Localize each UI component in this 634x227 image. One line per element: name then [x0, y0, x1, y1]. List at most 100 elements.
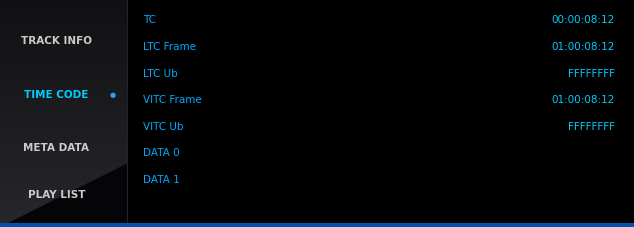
Bar	[0, 156, 128, 159]
Text: 01:00:08:12: 01:00:08:12	[552, 42, 615, 52]
Bar	[0, 150, 128, 153]
Bar	[0, 193, 128, 196]
Bar	[127, 0, 128, 223]
Bar	[0, 159, 128, 162]
Bar	[0, 128, 128, 131]
Polygon shape	[0, 163, 128, 227]
Bar	[0, 199, 128, 202]
Bar	[0, 125, 128, 128]
Bar	[0, 59, 128, 62]
Bar	[0, 74, 128, 77]
Text: PLAY LIST: PLAY LIST	[27, 190, 85, 200]
Text: TRACK INFO: TRACK INFO	[21, 36, 92, 46]
Text: LTC Frame: LTC Frame	[143, 42, 196, 52]
Bar	[0, 37, 128, 40]
Bar	[0, 114, 128, 116]
Bar	[0, 182, 128, 184]
Bar	[0, 42, 128, 45]
Bar	[0, 94, 128, 96]
Text: LTC Ub: LTC Ub	[143, 69, 178, 79]
Bar	[0, 71, 128, 74]
Bar	[0, 133, 128, 136]
Bar	[0, 142, 128, 145]
Bar	[0, 45, 128, 48]
Text: FFFFFFFF: FFFFFFFF	[568, 69, 615, 79]
Bar	[0, 0, 128, 3]
Bar	[0, 223, 634, 227]
Bar	[0, 167, 128, 170]
Bar	[0, 136, 128, 139]
Bar	[0, 116, 128, 119]
Bar	[0, 23, 128, 26]
Bar	[0, 77, 128, 79]
Bar	[0, 179, 128, 182]
Bar	[0, 187, 128, 190]
Bar	[0, 51, 128, 54]
Bar	[0, 202, 128, 204]
Bar	[0, 34, 128, 37]
Text: VITC Frame: VITC Frame	[143, 95, 202, 105]
Bar	[0, 57, 128, 59]
Bar	[0, 221, 128, 224]
Text: 00:00:08:12: 00:00:08:12	[552, 15, 615, 25]
Bar	[0, 99, 128, 102]
Bar	[0, 26, 128, 28]
Bar	[0, 20, 128, 23]
Bar	[0, 102, 128, 105]
Text: 01:00:08:12: 01:00:08:12	[552, 95, 615, 105]
Bar	[0, 85, 128, 88]
Text: VITC Ub: VITC Ub	[143, 122, 183, 132]
Bar	[0, 224, 128, 227]
Bar	[0, 207, 128, 210]
Bar	[0, 122, 128, 125]
Bar	[0, 62, 128, 65]
Bar	[0, 204, 128, 207]
Bar	[0, 65, 128, 68]
Bar	[0, 165, 128, 167]
Bar	[0, 40, 128, 42]
Bar	[0, 82, 128, 85]
Bar	[0, 48, 128, 51]
Text: TC: TC	[143, 15, 156, 25]
Bar	[0, 173, 128, 176]
Bar	[0, 153, 128, 156]
Bar	[0, 79, 128, 82]
Bar	[0, 111, 128, 114]
Bar	[0, 68, 128, 71]
Bar	[0, 213, 128, 216]
Bar	[0, 145, 128, 148]
Bar	[0, 3, 128, 6]
Text: DATA 0: DATA 0	[143, 148, 179, 158]
Bar	[0, 176, 128, 179]
Bar	[0, 170, 128, 173]
Bar	[0, 14, 128, 17]
Bar	[0, 108, 128, 111]
Bar	[0, 162, 128, 165]
Bar	[0, 11, 128, 14]
Bar	[0, 28, 128, 31]
Bar	[0, 17, 128, 20]
Text: TIME CODE: TIME CODE	[24, 90, 89, 100]
Bar	[0, 196, 128, 199]
Bar	[0, 31, 128, 34]
Bar	[0, 105, 128, 108]
Bar	[0, 210, 128, 213]
Bar	[0, 190, 128, 193]
Bar	[0, 216, 128, 218]
Bar	[0, 91, 128, 94]
Text: FFFFFFFF: FFFFFFFF	[568, 122, 615, 132]
Bar	[0, 96, 128, 99]
Bar	[0, 119, 128, 122]
Bar	[0, 8, 128, 11]
Bar	[0, 218, 128, 221]
Bar	[128, 0, 634, 227]
Bar	[0, 6, 128, 8]
Text: DATA 1: DATA 1	[143, 175, 179, 185]
Bar	[0, 139, 128, 142]
Text: META DATA: META DATA	[23, 143, 89, 153]
Bar	[0, 54, 128, 57]
Text: ●: ●	[110, 92, 115, 98]
Bar	[0, 148, 128, 150]
Bar	[0, 88, 128, 91]
Bar	[0, 131, 128, 133]
